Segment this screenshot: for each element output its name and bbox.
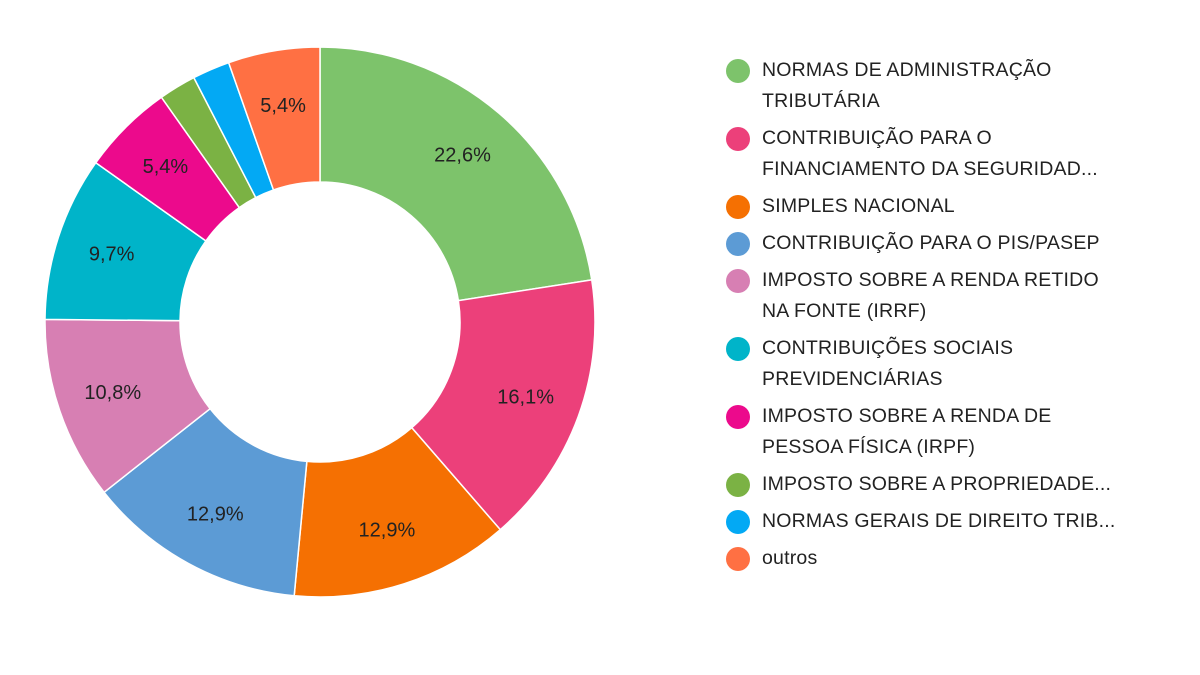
- legend-label-5: IMPOSTO SOBRE A RENDA RETIDO NA FONTE (I…: [762, 269, 1099, 322]
- legend-swatch-3: [726, 195, 750, 219]
- legend-item-4[interactable]: CONTRIBUIÇÃO PARA O PIS/PASEP: [724, 228, 1174, 259]
- slice-4[interactable]: [103, 407, 308, 597]
- slice-label-5: 10,8%: [84, 382, 141, 404]
- legend-label-9: NORMAS GERAIS DE DIREITO TRIB...: [762, 510, 1116, 532]
- slice-label-7: 5,4%: [143, 156, 189, 178]
- slice-10[interactable]: [227, 46, 321, 191]
- legend-item-6[interactable]: CONTRIBUIÇÕES SOCIAIS PREVIDENCIÁRIAS: [724, 333, 1174, 395]
- legend-swatch-1: [726, 59, 750, 83]
- legend-item-5[interactable]: IMPOSTO SOBRE A RENDA RETIDO NA FONTE (I…: [724, 265, 1174, 327]
- slice-label-1: 22,6%: [434, 145, 491, 167]
- legend-label-1: NORMAS DE ADMINISTRAÇÃO TRIBUTÁRIA: [762, 59, 1052, 112]
- legend-swatch-2: [726, 127, 750, 151]
- legend-swatch-7: [726, 405, 750, 429]
- legend-item-1[interactable]: NORMAS DE ADMINISTRAÇÃO TRIBUTÁRIA: [724, 55, 1174, 117]
- legend-label-8: IMPOSTO SOBRE A PROPRIEDADE...: [762, 473, 1112, 495]
- legend-swatch-5: [726, 269, 750, 293]
- slice-label-2: 16,1%: [497, 386, 554, 408]
- slice-label-10: 5,4%: [260, 95, 306, 117]
- donut-plot: 22,6% 16,1% 12,9% 12,9% 10,8% 9,7% 5,4% 5,4%: [44, 46, 596, 598]
- legend-swatch-4: [726, 232, 750, 256]
- legend-label-10: outros: [762, 547, 818, 569]
- legend-item-9[interactable]: NORMAS GERAIS DE DIREITO TRIB...: [724, 506, 1174, 537]
- slice-2[interactable]: [410, 279, 596, 531]
- legend-swatch-10: [726, 547, 750, 571]
- legend-label-6: CONTRIBUIÇÕES SOCIAIS PREVIDENCIÁRIAS: [762, 337, 1014, 390]
- legend-label-2: CONTRIBUIÇÃO PARA O FINANCIAMENTO DA SEG…: [762, 127, 1098, 180]
- legend-swatch-9: [726, 510, 750, 534]
- slice-3[interactable]: [293, 426, 502, 598]
- legend-item-3[interactable]: SIMPLES NACIONAL: [724, 191, 1174, 222]
- legend-item-10[interactable]: outros: [724, 543, 1174, 574]
- slice-1[interactable]: [319, 46, 593, 302]
- legend-label-7: IMPOSTO SOBRE A RENDA DE PESSOA FÍSICA (…: [762, 405, 1052, 458]
- legend-swatch-6: [726, 337, 750, 361]
- legend-label-3: SIMPLES NACIONAL: [762, 195, 955, 217]
- legend-swatch-8: [726, 473, 750, 497]
- slice-label-4: 12,9%: [187, 503, 244, 525]
- chart-legend: NORMAS DE ADMINISTRAÇÃO TRIBUTÁRIA CONTRI…: [724, 55, 1174, 580]
- legend-item-7[interactable]: IMPOSTO SOBRE A RENDA DE PESSOA FÍSICA (…: [724, 401, 1174, 463]
- slice-label-3: 12,9%: [359, 520, 416, 542]
- legend-item-8[interactable]: IMPOSTO SOBRE A PROPRIEDADE...: [724, 469, 1174, 500]
- slice-label-6: 9,7%: [89, 243, 135, 265]
- legend-label-4: CONTRIBUIÇÃO PARA O PIS/PASEP: [762, 232, 1100, 254]
- legend-item-2[interactable]: CONTRIBUIÇÃO PARA O FINANCIAMENTO DA SEG…: [724, 123, 1174, 185]
